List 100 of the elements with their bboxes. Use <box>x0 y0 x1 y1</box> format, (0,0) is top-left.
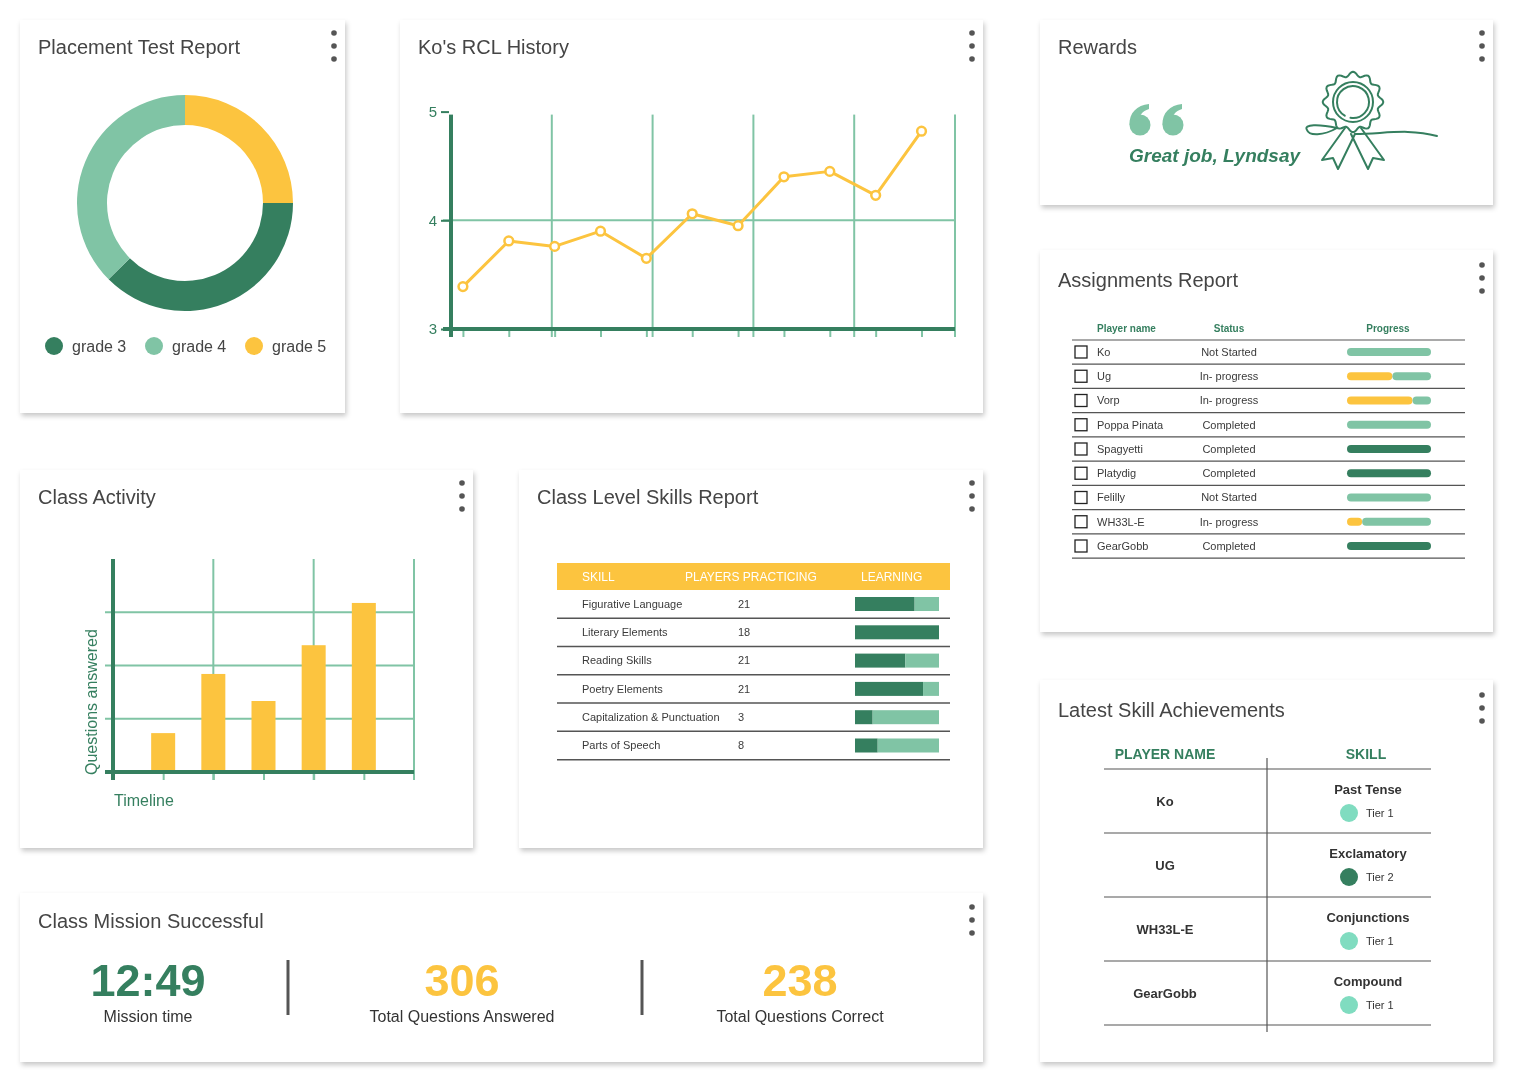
bar <box>872 710 939 725</box>
text: Conjunctions <box>1326 909 1410 925</box>
text: 3 <box>738 711 745 724</box>
text: WH33L-E <box>1136 921 1194 937</box>
text: Not Started <box>1201 345 1257 358</box>
y-tick-label: Platydig <box>1097 467 1137 480</box>
bar <box>855 710 873 725</box>
text: In- progress <box>1199 394 1259 407</box>
bar <box>855 681 924 696</box>
text: In- progress <box>1199 370 1259 383</box>
text: Mission time <box>103 1008 193 1025</box>
text: Ko <box>1156 793 1174 809</box>
text: In- progress <box>1199 515 1259 528</box>
bar <box>251 701 276 772</box>
bar <box>201 673 226 772</box>
text: Rewards <box>1058 36 1137 58</box>
text: Completed <box>1202 418 1256 431</box>
text: 306 <box>424 955 500 1006</box>
y-tick-label: 4 <box>428 211 437 229</box>
legend-label: grade 5 <box>272 337 327 355</box>
y-tick-label: Ko <box>1097 345 1111 358</box>
text: Compound <box>1333 973 1403 989</box>
bar <box>351 602 376 772</box>
point <box>594 225 607 237</box>
y-tick-label: Parts of Speech <box>582 739 661 752</box>
text: Class Mission Successful <box>38 910 264 932</box>
text: Past Tense <box>1334 781 1402 797</box>
point <box>732 220 744 232</box>
legend-label: grade 4 <box>172 337 227 355</box>
text: Class Level Skills Report <box>537 486 759 508</box>
text: 21 <box>738 654 751 667</box>
y-tick-label: Vorp <box>1097 394 1120 407</box>
point <box>870 189 882 201</box>
x-axis-title: Timeline <box>114 792 174 809</box>
text: Tier 1 <box>1366 998 1394 1011</box>
point <box>824 165 836 177</box>
text: GearGobb <box>1133 985 1197 1001</box>
text: PLAYERS PRACTICING <box>685 570 817 585</box>
text: 21 <box>738 682 751 695</box>
y-tick-label: WH33L-E <box>1097 515 1145 528</box>
bar <box>1347 542 1431 550</box>
bar <box>855 597 915 611</box>
text: Completed <box>1202 442 1256 455</box>
y-tick-label: Spagyetti <box>1097 442 1143 455</box>
text: 238 <box>762 955 838 1006</box>
point <box>915 125 928 137</box>
y-tick-label: Felilly <box>1097 491 1126 504</box>
text: Total Questions Correct <box>716 1008 885 1025</box>
y-tick-label: Capitalization & Punctuation <box>582 711 720 724</box>
bar <box>914 597 939 611</box>
chart-title: Class Activity <box>38 486 156 508</box>
y-tick-label: 3 <box>428 320 437 338</box>
bar <box>1392 372 1431 381</box>
bar <box>855 738 878 753</box>
text: 12:49 <box>90 955 206 1006</box>
text: Latest Skill Achievements <box>1058 699 1285 721</box>
text: Great job, Lyndsay <box>1129 145 1302 166</box>
text: Tier 1 <box>1366 934 1394 947</box>
y-axis-title: SKILL <box>582 570 616 585</box>
y-axis-title: Questions answered <box>83 629 100 775</box>
point <box>503 235 515 247</box>
bar <box>877 738 939 753</box>
text: PLAYER NAME <box>1114 745 1216 762</box>
bar <box>1347 420 1431 429</box>
text: 18 <box>738 626 751 639</box>
bar <box>905 653 939 668</box>
y-tick-label: Reading Skills <box>582 654 653 667</box>
point <box>778 171 790 183</box>
y-tick-label: Figurative Language <box>582 597 683 610</box>
bar <box>1347 517 1363 526</box>
bar <box>301 645 326 772</box>
bar <box>1347 493 1431 502</box>
text: Not Started <box>1201 491 1257 504</box>
bar <box>855 653 906 668</box>
bar <box>151 733 176 772</box>
bar <box>1347 372 1393 381</box>
bar <box>923 681 939 696</box>
bar <box>1347 396 1413 405</box>
text: Tier 1 <box>1366 806 1394 819</box>
y-tick-label: Poetry Elements <box>582 682 664 695</box>
y-tick-label: 5 <box>428 102 437 120</box>
x-axis-title: LEARNING <box>861 570 923 585</box>
text: SKILL <box>1345 745 1387 762</box>
text: Total Questions Answered <box>369 1008 555 1025</box>
point <box>549 240 561 252</box>
legend-label: grade 3 <box>72 337 127 355</box>
text: Completed <box>1202 539 1256 552</box>
y-tick-label: Ug <box>1097 370 1112 383</box>
bar <box>1347 469 1431 478</box>
bar <box>1362 517 1431 526</box>
y-axis-title: Player name <box>1097 322 1157 334</box>
text: Status <box>1213 322 1245 334</box>
bar <box>855 625 939 640</box>
text: Exclamatory <box>1329 845 1408 861</box>
y-tick-label: GearGobb <box>1097 539 1149 552</box>
text: Assignments Report <box>1058 269 1239 291</box>
text: Tier 2 <box>1366 870 1394 883</box>
bar <box>1347 348 1431 356</box>
point <box>640 252 652 264</box>
y-tick-label: Poppa Pinata <box>1097 418 1164 431</box>
